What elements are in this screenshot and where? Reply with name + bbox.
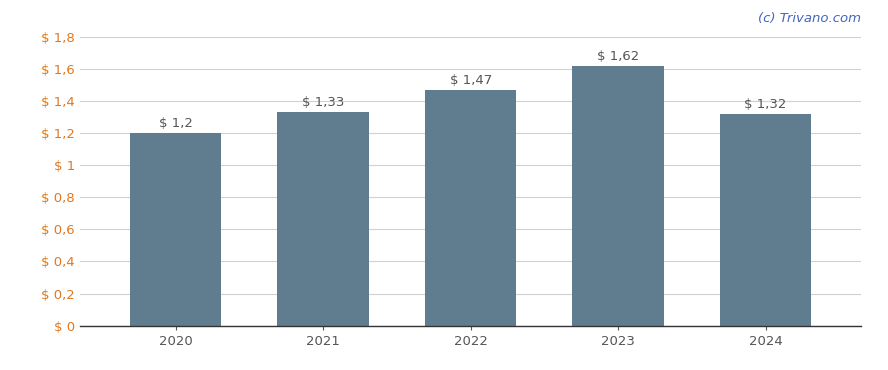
- Text: $ 1,33: $ 1,33: [302, 97, 345, 110]
- Text: (c) Trivano.com: (c) Trivano.com: [758, 13, 861, 26]
- Text: $ 1,62: $ 1,62: [597, 50, 639, 63]
- Text: $ 1,2: $ 1,2: [159, 117, 193, 130]
- Bar: [277, 112, 369, 326]
- Bar: [130, 133, 221, 326]
- Text: $ 1,32: $ 1,32: [744, 98, 787, 111]
- Text: $ 1,47: $ 1,47: [449, 74, 492, 87]
- Bar: [720, 114, 812, 326]
- Bar: [425, 90, 516, 326]
- Bar: [573, 66, 664, 326]
